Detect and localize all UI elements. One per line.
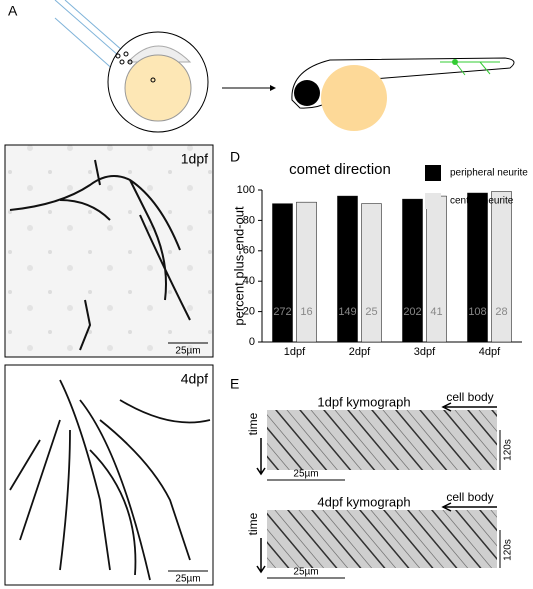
x-tick-label: 1dpf — [284, 346, 306, 358]
bar — [426, 195, 447, 343]
count-label: 25 — [365, 306, 377, 318]
scale-label: 25µm — [293, 469, 318, 480]
chart-title: comet direction — [289, 161, 391, 178]
direction-arrow — [441, 402, 497, 412]
time-arrow — [256, 438, 266, 476]
y-tick-label: 20 — [243, 306, 255, 318]
panel-label: D — [230, 149, 240, 165]
kymograph-title: 4dpf kymograph — [317, 494, 410, 509]
count-label: 202 — [403, 306, 421, 318]
embryo-diagram — [54, 0, 515, 133]
scale-label: 25µm — [293, 567, 318, 578]
y-tick-label: 80 — [243, 214, 255, 226]
bar — [296, 201, 317, 343]
kymographs: 1dpf kymograph cell body time 120s 25µm 4dpf … — [246, 390, 514, 579]
time-scale-label: 120s — [503, 539, 514, 561]
kymograph — [267, 510, 497, 568]
panel-label: E — [230, 376, 239, 392]
micrograph — [4, 144, 214, 358]
legend-label: central neurite — [450, 196, 514, 207]
direction-arrow — [441, 502, 497, 512]
neurites — [9, 379, 211, 581]
bar — [272, 203, 293, 343]
neurites — [9, 159, 191, 351]
kymograph-title: 1dpf kymograph — [317, 394, 410, 409]
y-tick-label: 0 — [249, 336, 255, 348]
count-label: 149 — [338, 306, 356, 318]
x-tick-label: 2dpf — [349, 346, 371, 358]
time-scale-label: 120s — [503, 439, 514, 461]
y-tick-label: 100 — [237, 184, 255, 196]
time-label: time — [246, 412, 260, 435]
panel-label: A — [8, 3, 18, 19]
legend-swatch — [425, 165, 441, 181]
bar — [491, 191, 512, 343]
bar — [467, 192, 488, 343]
bar — [337, 195, 358, 343]
count-label: 28 — [495, 306, 507, 318]
kymograph — [267, 410, 497, 470]
scale-label: 25µm — [175, 346, 200, 357]
bar — [402, 198, 423, 343]
x-tick-label: 4dpf — [479, 346, 501, 358]
time-arrow — [256, 538, 266, 574]
stage-label: 1dpf — [181, 151, 208, 167]
y-tick-label: 40 — [243, 275, 255, 287]
direction-label: cell body — [446, 390, 493, 404]
bar-chart: 0 20 40 60 80 100 1dpf 272 16 2dpf 149 25 3dpf 202 41 4… — [237, 165, 528, 358]
micrograph — [4, 364, 214, 586]
y-axis-label: percent plus-end-out — [231, 206, 246, 326]
legend-label: peripheral neurite — [450, 168, 528, 179]
stage-label: 4dpf — [181, 371, 208, 387]
count-label: 41 — [430, 306, 442, 318]
direction-label: cell body — [446, 490, 493, 504]
count-label: 16 — [300, 306, 312, 318]
y-tick-label: 60 — [243, 245, 255, 257]
scale-label: 25µm — [175, 574, 200, 585]
x-tick-label: 3dpf — [414, 346, 436, 358]
time-label: time — [246, 512, 260, 535]
count-label: 108 — [468, 306, 486, 318]
count-label: 272 — [273, 306, 291, 318]
legend-swatch — [425, 193, 441, 209]
bar — [361, 203, 382, 343]
